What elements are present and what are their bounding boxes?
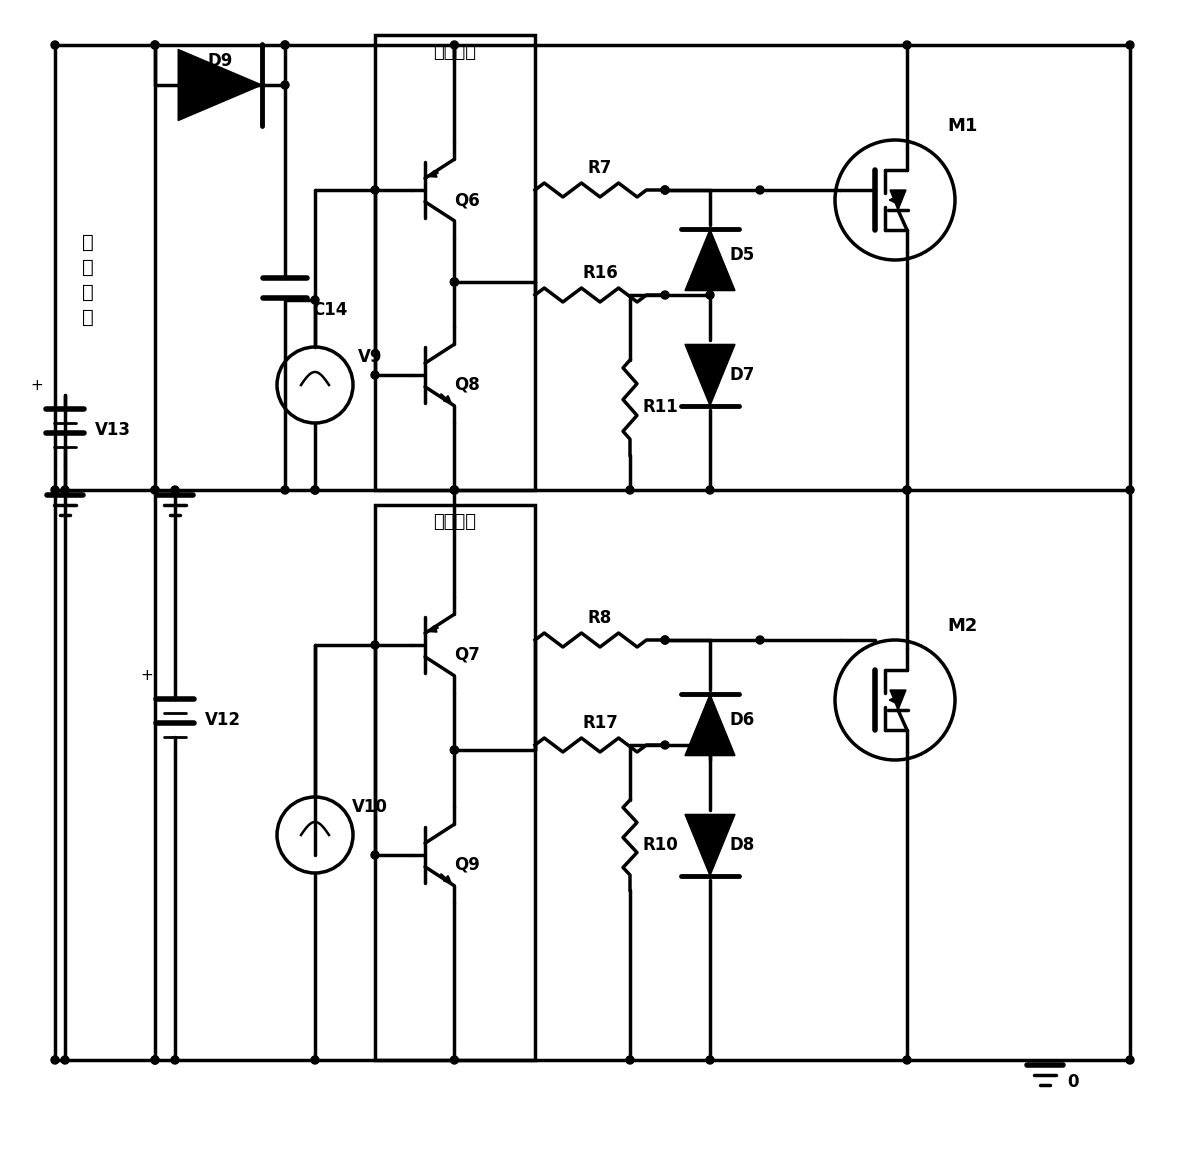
Text: D5: D5 [729,246,754,264]
Circle shape [171,486,178,494]
Text: D8: D8 [729,836,754,854]
Circle shape [51,1056,59,1064]
Text: 推挽驱动: 推挽驱动 [434,513,476,531]
Text: R7: R7 [587,159,612,177]
Circle shape [450,278,459,287]
Circle shape [151,41,160,49]
Circle shape [450,278,459,287]
Text: M1: M1 [948,117,979,135]
Circle shape [756,636,764,644]
Text: V9: V9 [358,348,382,367]
Text: 0: 0 [1067,1073,1079,1092]
Circle shape [311,486,319,494]
Text: V10: V10 [352,798,388,815]
Circle shape [903,486,911,494]
Circle shape [903,1056,911,1064]
Polygon shape [686,695,735,755]
Polygon shape [890,190,905,210]
Text: M2: M2 [948,617,979,635]
Circle shape [706,741,714,749]
Text: V12: V12 [204,711,241,728]
Circle shape [281,81,290,89]
Circle shape [450,486,459,494]
Text: Q8: Q8 [454,376,480,394]
Circle shape [661,741,669,749]
Circle shape [281,41,290,49]
Circle shape [450,41,459,49]
Text: R16: R16 [582,264,618,282]
Circle shape [371,186,379,194]
Circle shape [171,1056,178,1064]
Text: +: + [31,377,44,392]
Circle shape [61,486,69,494]
Circle shape [371,641,379,648]
Circle shape [706,486,714,494]
Text: 自
半
供
电: 自 半 供 电 [82,233,93,327]
Circle shape [626,1056,634,1064]
Polygon shape [178,50,261,121]
Circle shape [626,486,634,494]
Circle shape [661,186,669,194]
Polygon shape [890,690,905,710]
Circle shape [281,41,290,49]
Text: Q7: Q7 [454,646,480,664]
Circle shape [450,746,459,754]
Circle shape [151,486,160,494]
Circle shape [311,1056,319,1064]
Text: D9: D9 [207,52,233,70]
Circle shape [371,851,379,860]
Circle shape [903,41,911,49]
Circle shape [1126,486,1134,494]
Text: V13: V13 [95,421,131,438]
Circle shape [450,746,459,754]
Circle shape [61,1056,69,1064]
Circle shape [661,636,669,644]
Circle shape [661,636,669,644]
Circle shape [450,1056,459,1064]
Circle shape [1126,41,1134,49]
Text: R8: R8 [587,609,612,628]
Circle shape [151,1056,160,1064]
Circle shape [311,486,319,494]
Circle shape [371,371,379,379]
Circle shape [706,291,714,299]
Circle shape [1126,1056,1134,1064]
Circle shape [151,486,160,494]
Circle shape [756,186,764,194]
Circle shape [311,296,319,304]
Text: R10: R10 [642,836,677,854]
Polygon shape [686,345,735,406]
Text: C14: C14 [312,300,348,319]
Text: 推挽驱动: 推挽驱动 [434,43,476,61]
Text: +: + [141,667,154,682]
Circle shape [151,41,160,49]
Circle shape [51,41,59,49]
Circle shape [706,1056,714,1064]
Circle shape [903,486,911,494]
Circle shape [51,486,59,494]
Circle shape [151,1056,160,1064]
Circle shape [661,291,669,299]
Text: Q6: Q6 [454,191,480,209]
Circle shape [281,486,290,494]
Text: D6: D6 [729,711,754,728]
Text: R11: R11 [642,398,677,416]
Polygon shape [686,814,735,876]
Text: Q9: Q9 [454,856,480,873]
Circle shape [661,186,669,194]
Text: R17: R17 [582,715,618,732]
Polygon shape [686,230,735,291]
Circle shape [450,486,459,494]
Text: D7: D7 [729,367,754,384]
